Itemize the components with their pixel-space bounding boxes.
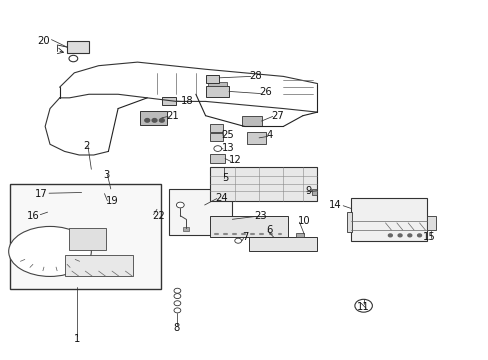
Circle shape: [176, 202, 184, 208]
Bar: [77, 202, 83, 219]
Bar: [207, 82, 226, 86]
Circle shape: [87, 219, 91, 222]
Text: 9: 9: [305, 186, 311, 196]
Circle shape: [58, 219, 61, 222]
Bar: [57, 202, 64, 219]
Bar: [210, 133, 222, 141]
Text: 15: 15: [422, 232, 435, 242]
Text: 8: 8: [173, 323, 179, 333]
Bar: [426, 216, 435, 230]
Circle shape: [99, 192, 102, 195]
Bar: [210, 154, 224, 163]
Circle shape: [387, 234, 391, 237]
Text: 19: 19: [106, 197, 119, 206]
Circle shape: [234, 238, 241, 243]
Circle shape: [119, 221, 122, 224]
Text: 1: 1: [73, 334, 80, 344]
Text: 20: 20: [37, 36, 50, 46]
Circle shape: [397, 234, 401, 237]
Circle shape: [77, 219, 81, 222]
Bar: [98, 187, 111, 196]
Bar: [210, 167, 317, 202]
Bar: [64, 255, 132, 276]
Bar: [140, 111, 166, 125]
Bar: [67, 41, 89, 53]
Text: 18: 18: [181, 96, 194, 107]
Circle shape: [159, 118, 164, 122]
Text: 23: 23: [254, 211, 266, 221]
Circle shape: [174, 301, 181, 306]
Bar: [242, 116, 261, 126]
Bar: [210, 124, 222, 132]
Text: 27: 27: [271, 111, 284, 121]
Text: 13: 13: [221, 143, 234, 153]
Text: 11: 11: [357, 302, 369, 312]
Text: 25: 25: [221, 130, 234, 140]
Text: 12: 12: [228, 156, 241, 165]
Text: 3: 3: [102, 170, 109, 180]
Text: 5: 5: [222, 173, 228, 183]
Text: 26: 26: [259, 87, 271, 98]
Text: 7: 7: [242, 232, 248, 242]
Bar: [183, 227, 189, 231]
Circle shape: [132, 221, 136, 224]
Circle shape: [354, 299, 372, 312]
Bar: [67, 202, 74, 219]
Bar: [205, 86, 228, 97]
Bar: [131, 205, 142, 221]
Bar: [10, 184, 161, 289]
Circle shape: [417, 234, 421, 237]
Bar: [249, 237, 317, 251]
Text: 2: 2: [83, 141, 89, 151]
Circle shape: [174, 294, 181, 298]
Text: 14: 14: [328, 200, 341, 210]
Circle shape: [67, 219, 71, 222]
Bar: [246, 132, 266, 144]
Bar: [346, 212, 352, 232]
Text: 6: 6: [266, 225, 272, 235]
Bar: [311, 189, 317, 195]
Text: 22: 22: [152, 211, 164, 221]
Ellipse shape: [9, 226, 91, 276]
Circle shape: [174, 308, 181, 313]
Text: 17: 17: [35, 189, 47, 199]
Bar: [69, 228, 106, 249]
Circle shape: [213, 146, 221, 152]
Bar: [169, 189, 232, 235]
Text: 24: 24: [215, 193, 227, 203]
Circle shape: [104, 192, 108, 195]
Bar: [295, 233, 304, 237]
Circle shape: [152, 118, 157, 122]
Bar: [114, 203, 153, 224]
Circle shape: [144, 118, 149, 122]
Bar: [52, 198, 99, 223]
Text: 16: 16: [26, 211, 39, 221]
Bar: [81, 189, 92, 196]
Bar: [205, 75, 219, 83]
Bar: [47, 193, 106, 226]
Bar: [162, 97, 176, 105]
Text: 10: 10: [297, 216, 310, 226]
Bar: [118, 205, 128, 221]
Bar: [86, 202, 93, 219]
Bar: [210, 216, 287, 237]
Text: 4: 4: [266, 130, 272, 140]
Circle shape: [174, 288, 181, 293]
Bar: [111, 200, 157, 226]
Circle shape: [69, 55, 78, 62]
Bar: [351, 198, 426, 241]
Text: 21: 21: [166, 111, 179, 121]
Circle shape: [407, 234, 411, 237]
Text: 28: 28: [249, 71, 262, 81]
